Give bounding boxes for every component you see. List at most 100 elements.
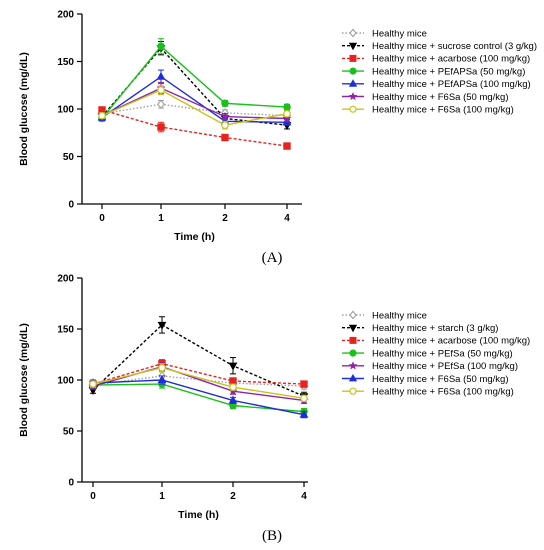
data-point (221, 121, 229, 129)
legend-label: Healthy mice + acarbose (100 mg/kg) (372, 54, 530, 65)
legend-marker (348, 373, 358, 382)
legend-marker (348, 324, 358, 333)
data-point (283, 103, 291, 111)
series-line (92, 367, 305, 400)
series-2 (88, 316, 309, 402)
y-tick-label: 200 (57, 274, 74, 285)
series-line (101, 109, 288, 147)
legend-label: Healthy mice + PEfAPSa (50 mg/kg) (372, 66, 525, 77)
legend-label: Healthy mice (372, 310, 427, 321)
series-line (101, 87, 288, 120)
series-4 (98, 38, 291, 123)
series-line (101, 75, 288, 123)
data-point (299, 409, 309, 418)
y-tick-label: 200 (57, 10, 74, 21)
legend-label: Healthy mice + sucrose control (3 g/kg) (372, 41, 537, 52)
legend-label: Healthy mice + PEfSa (50 mg/kg) (372, 348, 513, 359)
data-point (157, 123, 165, 131)
data-point (229, 377, 237, 385)
legend-label: Healthy mice + F6Sa (100 mg/kg) (372, 105, 514, 116)
data-point (283, 109, 291, 118)
chart-panel-b: 0 50 100 150 200 0 1 2 4 Time (h) Blood glucose (m… (18, 274, 530, 545)
legend: Healthy mice Healthy mice + sucrose contr… (342, 28, 537, 116)
data-point (300, 394, 308, 403)
y-tick-label: 0 (68, 478, 74, 489)
x-tick-label: 4 (301, 491, 307, 502)
data-point (221, 99, 229, 108)
legend-marker (349, 28, 357, 38)
data-point (300, 380, 308, 388)
series-1 (89, 371, 308, 391)
legend-marker (348, 79, 358, 87)
y-tick-label: 0 (68, 200, 74, 211)
y-tick-label: 100 (57, 376, 74, 387)
legend-marker (349, 105, 357, 113)
legend-marker (349, 67, 357, 75)
legend-marker (348, 361, 358, 370)
x-tick-label: 4 (284, 213, 290, 224)
series-line (92, 324, 305, 397)
chart-panel-a: 0 50 100 150 200 0 1 2 4 Time (h) Blood glucose (m… (18, 10, 537, 267)
data-point (157, 99, 165, 109)
data-point (157, 375, 167, 384)
data-point (157, 321, 167, 330)
x-axis-title: Time (h) (174, 231, 215, 243)
legend-marker (349, 310, 357, 320)
legend-marker (349, 54, 357, 62)
series-2 (97, 41, 292, 131)
series-line (101, 103, 288, 117)
data-point (229, 383, 237, 391)
series-line (101, 89, 288, 126)
data-point (89, 380, 97, 388)
y-tick-label: 50 (63, 427, 75, 438)
series-line (101, 47, 288, 126)
y-tick-label: 100 (57, 105, 74, 116)
legend-marker (349, 336, 357, 344)
series-line (92, 362, 305, 385)
legend-label: Healthy mice + starch (3 g/kg) (372, 323, 498, 334)
data-point (158, 363, 166, 372)
data-point (228, 362, 238, 371)
x-tick-label: 2 (222, 213, 228, 224)
series-7 (98, 84, 291, 130)
data-point (157, 86, 165, 94)
panel-label: (B) (262, 528, 282, 544)
x-tick-label: 1 (158, 213, 164, 224)
series-3 (98, 106, 291, 150)
legend-label: Healthy mice + acarbose (100 mg/kg) (372, 336, 530, 347)
data-point (156, 71, 166, 80)
y-tick-label: 50 (63, 152, 75, 163)
legend-label: Healthy mice + F6Sa (100 mg/kg) (372, 387, 514, 398)
legend-label: Healthy mice + PEfSa (100 mg/kg) (372, 361, 518, 372)
x-tick-label: 0 (99, 213, 105, 224)
legend-label: Healthy mice (372, 28, 427, 39)
data-point (283, 142, 291, 150)
x-tick-label: 0 (90, 491, 96, 502)
panel-label: (A) (262, 250, 283, 266)
series-7 (89, 363, 308, 403)
legend-label: Healthy mice + PEfAPSa (100 mg/kg) (372, 79, 531, 90)
data-point (228, 395, 238, 404)
legend-marker (349, 349, 357, 357)
y-axis-title: Blood glucose (mg/dL) (18, 323, 30, 437)
legend-label: Healthy mice + F6Sa (50 mg/kg) (372, 92, 508, 103)
y-axis-title: Blood glucose (mg/dL) (18, 52, 30, 166)
data-point (220, 111, 230, 121)
data-point (98, 111, 106, 120)
y-tick-label: 150 (57, 325, 74, 336)
x-tick-label: 2 (230, 491, 236, 502)
legend: Healthy mice Healthy mice + starch (3 g/k… (342, 310, 530, 398)
series-line (92, 383, 305, 413)
legend-label: Healthy mice + F6Sa (50 mg/kg) (372, 374, 508, 385)
x-tick-label: 1 (159, 491, 165, 502)
legend-marker (349, 387, 357, 395)
legend-marker (348, 42, 358, 51)
series-3 (89, 359, 308, 388)
legend-marker (348, 91, 358, 101)
series-line (101, 45, 288, 119)
x-axis-title: Time (h) (178, 509, 219, 521)
y-tick-label: 150 (57, 57, 74, 68)
series-line (92, 379, 305, 416)
data-point (221, 133, 229, 142)
